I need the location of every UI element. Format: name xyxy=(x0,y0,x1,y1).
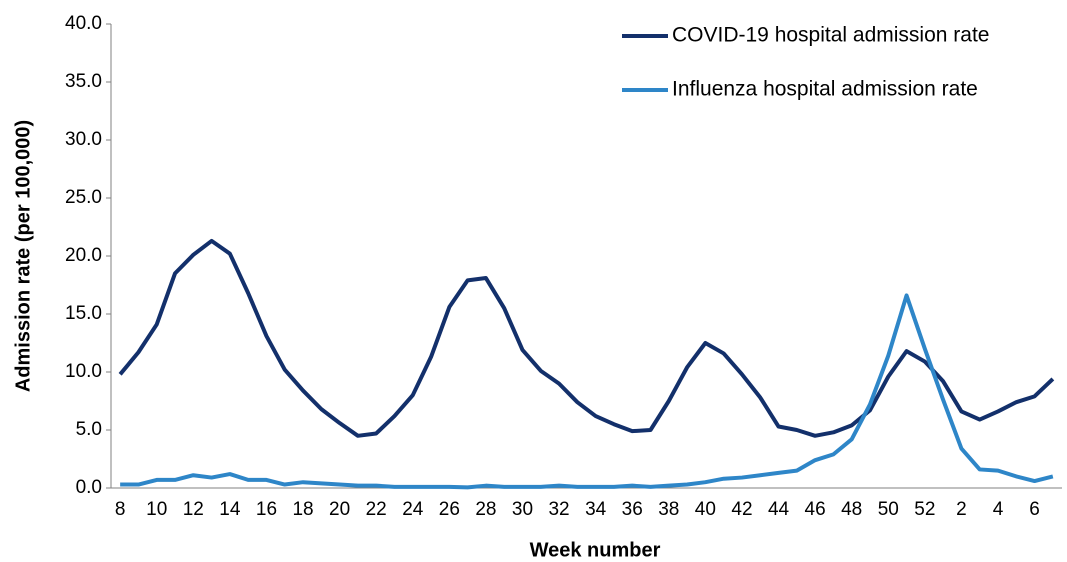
x-tick-label: 32 xyxy=(548,499,569,520)
x-tick-label: 38 xyxy=(658,499,679,520)
series-line xyxy=(118,238,1055,438)
x-tick-label: 6 xyxy=(1029,499,1040,520)
x-tick-label: 40 xyxy=(695,499,716,520)
x-tick-label: 26 xyxy=(439,499,460,520)
y-tick-label: 20.0 xyxy=(65,245,102,266)
legend-label: COVID-19 hospital admission rate xyxy=(672,24,989,47)
x-tick-label: 30 xyxy=(512,499,533,520)
x-tick-label: 14 xyxy=(219,499,241,520)
y-tick-label: 0.0 xyxy=(76,477,102,498)
y-axis-title: Admission rate (per 100,000) xyxy=(12,120,34,392)
y-tick-label: 5.0 xyxy=(76,419,102,440)
series-line xyxy=(120,293,1054,490)
x-tick-label: 8 xyxy=(115,499,126,520)
x-tick-label: 12 xyxy=(183,499,204,520)
y-tick-label: 10.0 xyxy=(65,361,102,382)
x-tick-label: 20 xyxy=(329,499,350,520)
x-tick-label: 24 xyxy=(402,499,424,520)
x-tick-label: 46 xyxy=(805,499,826,520)
x-tick-label: 52 xyxy=(914,499,935,520)
x-tick-label: 42 xyxy=(731,499,752,520)
x-tick-label: 50 xyxy=(878,499,899,520)
x-tick-label: 4 xyxy=(993,499,1004,520)
x-tick-label: 16 xyxy=(256,499,277,520)
x-tick-label: 34 xyxy=(585,499,607,520)
legend-label: Influenza hospital admission rate xyxy=(672,78,978,101)
x-tick-label: 44 xyxy=(768,499,790,520)
x-axis-title: Week number xyxy=(530,539,661,561)
y-tick-label: 40.0 xyxy=(65,13,102,34)
x-tick-label: 28 xyxy=(475,499,496,520)
x-tick-label: 2 xyxy=(956,499,967,520)
y-tick-label: 35.0 xyxy=(65,71,102,92)
y-tick-label: 25.0 xyxy=(65,187,102,208)
x-tick-label: 10 xyxy=(146,499,167,520)
y-tick-label: 30.0 xyxy=(65,129,102,150)
x-tick-label: 22 xyxy=(366,499,387,520)
x-tick-label: 48 xyxy=(841,499,862,520)
y-tick-label: 15.0 xyxy=(65,303,102,324)
x-tick-label: 36 xyxy=(622,499,643,520)
x-tick-label: 18 xyxy=(292,499,313,520)
